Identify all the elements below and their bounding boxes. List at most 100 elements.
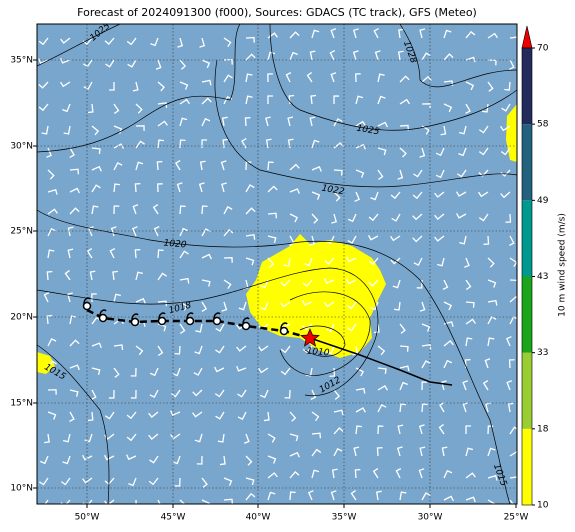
wind-barb — [223, 228, 234, 237]
wind-barb — [105, 59, 115, 68]
wind-barb — [465, 337, 473, 347]
wind-barb — [157, 183, 163, 193]
wind-barb — [309, 50, 316, 61]
wind-barb — [135, 125, 145, 131]
wind-barb — [177, 37, 184, 48]
storm-symbol — [98, 313, 108, 323]
wind-barb — [113, 344, 124, 351]
wind-barb — [421, 403, 428, 413]
wind-barb — [201, 477, 208, 488]
latitude-label: 15°N — [10, 399, 33, 409]
wind-barb — [82, 454, 93, 461]
wind-barb — [91, 125, 100, 136]
wind-barb — [47, 208, 58, 215]
wind-barb — [259, 389, 269, 399]
wind-barb — [421, 343, 432, 350]
wind-barb — [421, 323, 431, 332]
wind-barb — [421, 103, 431, 109]
wind-barb — [333, 95, 340, 105]
wind-barb — [509, 476, 517, 479]
wind-barb — [478, 125, 489, 134]
colorbar-tick-label: 70 — [537, 44, 549, 54]
wind-barb — [377, 95, 386, 105]
graticule — [37, 24, 517, 504]
wind-barb — [219, 455, 226, 466]
wind-barb — [419, 28, 426, 39]
wind-barb — [157, 120, 168, 127]
wind-barb — [201, 205, 208, 215]
wind-barb — [440, 380, 447, 391]
wind-barb — [287, 138, 294, 149]
wind-barb — [157, 499, 161, 504]
wind-barb — [153, 226, 160, 237]
wind-barb — [192, 389, 203, 397]
longitude-label: 40°W — [246, 513, 271, 523]
colorbar-tick-label: 18 — [537, 424, 549, 434]
wind-barb — [113, 162, 123, 171]
wind-barb — [333, 389, 341, 400]
wind-barb — [91, 293, 97, 303]
wind-barb — [195, 323, 203, 333]
wind-barb — [375, 490, 382, 501]
wind-barb — [237, 411, 247, 421]
wind-barb — [47, 227, 57, 237]
latitude-label: 20°N — [10, 313, 33, 323]
wind-barb — [267, 433, 276, 443]
wind-barb — [397, 169, 404, 180]
wind-barb — [350, 490, 357, 501]
wind-barb — [487, 257, 495, 268]
wind-barb — [352, 50, 359, 61]
wind-barb — [465, 30, 476, 39]
wind-barb — [87, 411, 94, 422]
wind-barb — [258, 345, 269, 352]
wind-barb — [440, 125, 447, 136]
wind-barb — [412, 235, 423, 243]
wind-barb — [47, 360, 57, 369]
wind-barb — [465, 472, 476, 479]
wind-barb — [443, 29, 452, 39]
wind-barb — [179, 98, 190, 105]
wind-barb — [157, 81, 165, 92]
wind-barb — [193, 367, 203, 376]
wind-barb — [221, 301, 228, 312]
wind-barb — [258, 367, 269, 374]
wind-barb — [434, 213, 445, 220]
wind-barb — [418, 424, 425, 435]
wind-barb — [62, 455, 71, 465]
wind-barb — [289, 163, 300, 171]
wind-barb — [199, 37, 206, 48]
wind-barb — [509, 279, 517, 282]
wind-barb — [377, 367, 387, 374]
wind-barb — [505, 336, 512, 347]
wind-barb — [399, 98, 410, 105]
wind-barb — [370, 301, 379, 311]
wind-barb — [267, 161, 274, 171]
wind-barb — [421, 492, 431, 501]
wind-barb — [201, 79, 212, 86]
wind-barb — [419, 147, 426, 158]
wind-barb — [134, 248, 141, 259]
wind-barb — [354, 468, 361, 479]
wind-barb — [157, 139, 164, 149]
wind-barb — [481, 103, 489, 113]
wind-barb — [113, 143, 124, 149]
wind-barb — [60, 81, 71, 88]
wind-barb — [419, 446, 426, 457]
wind-barb — [215, 323, 225, 332]
wind-barb — [346, 301, 357, 310]
wind-barb — [60, 477, 71, 486]
colorbar-segment — [522, 124, 532, 201]
wind-barb — [157, 249, 164, 259]
wind-barb — [260, 301, 269, 311]
wind-barb — [126, 411, 137, 420]
wind-barb — [354, 191, 361, 202]
wind-barb — [311, 166, 322, 172]
wind-barb — [245, 477, 255, 486]
wind-barb — [464, 257, 470, 268]
longitude-label: 35°W — [332, 513, 357, 523]
wind-barb — [238, 301, 247, 311]
wind-barb — [69, 147, 75, 158]
wind-barb — [245, 161, 252, 171]
wind-barb — [126, 454, 137, 461]
wind-barb — [330, 28, 337, 39]
